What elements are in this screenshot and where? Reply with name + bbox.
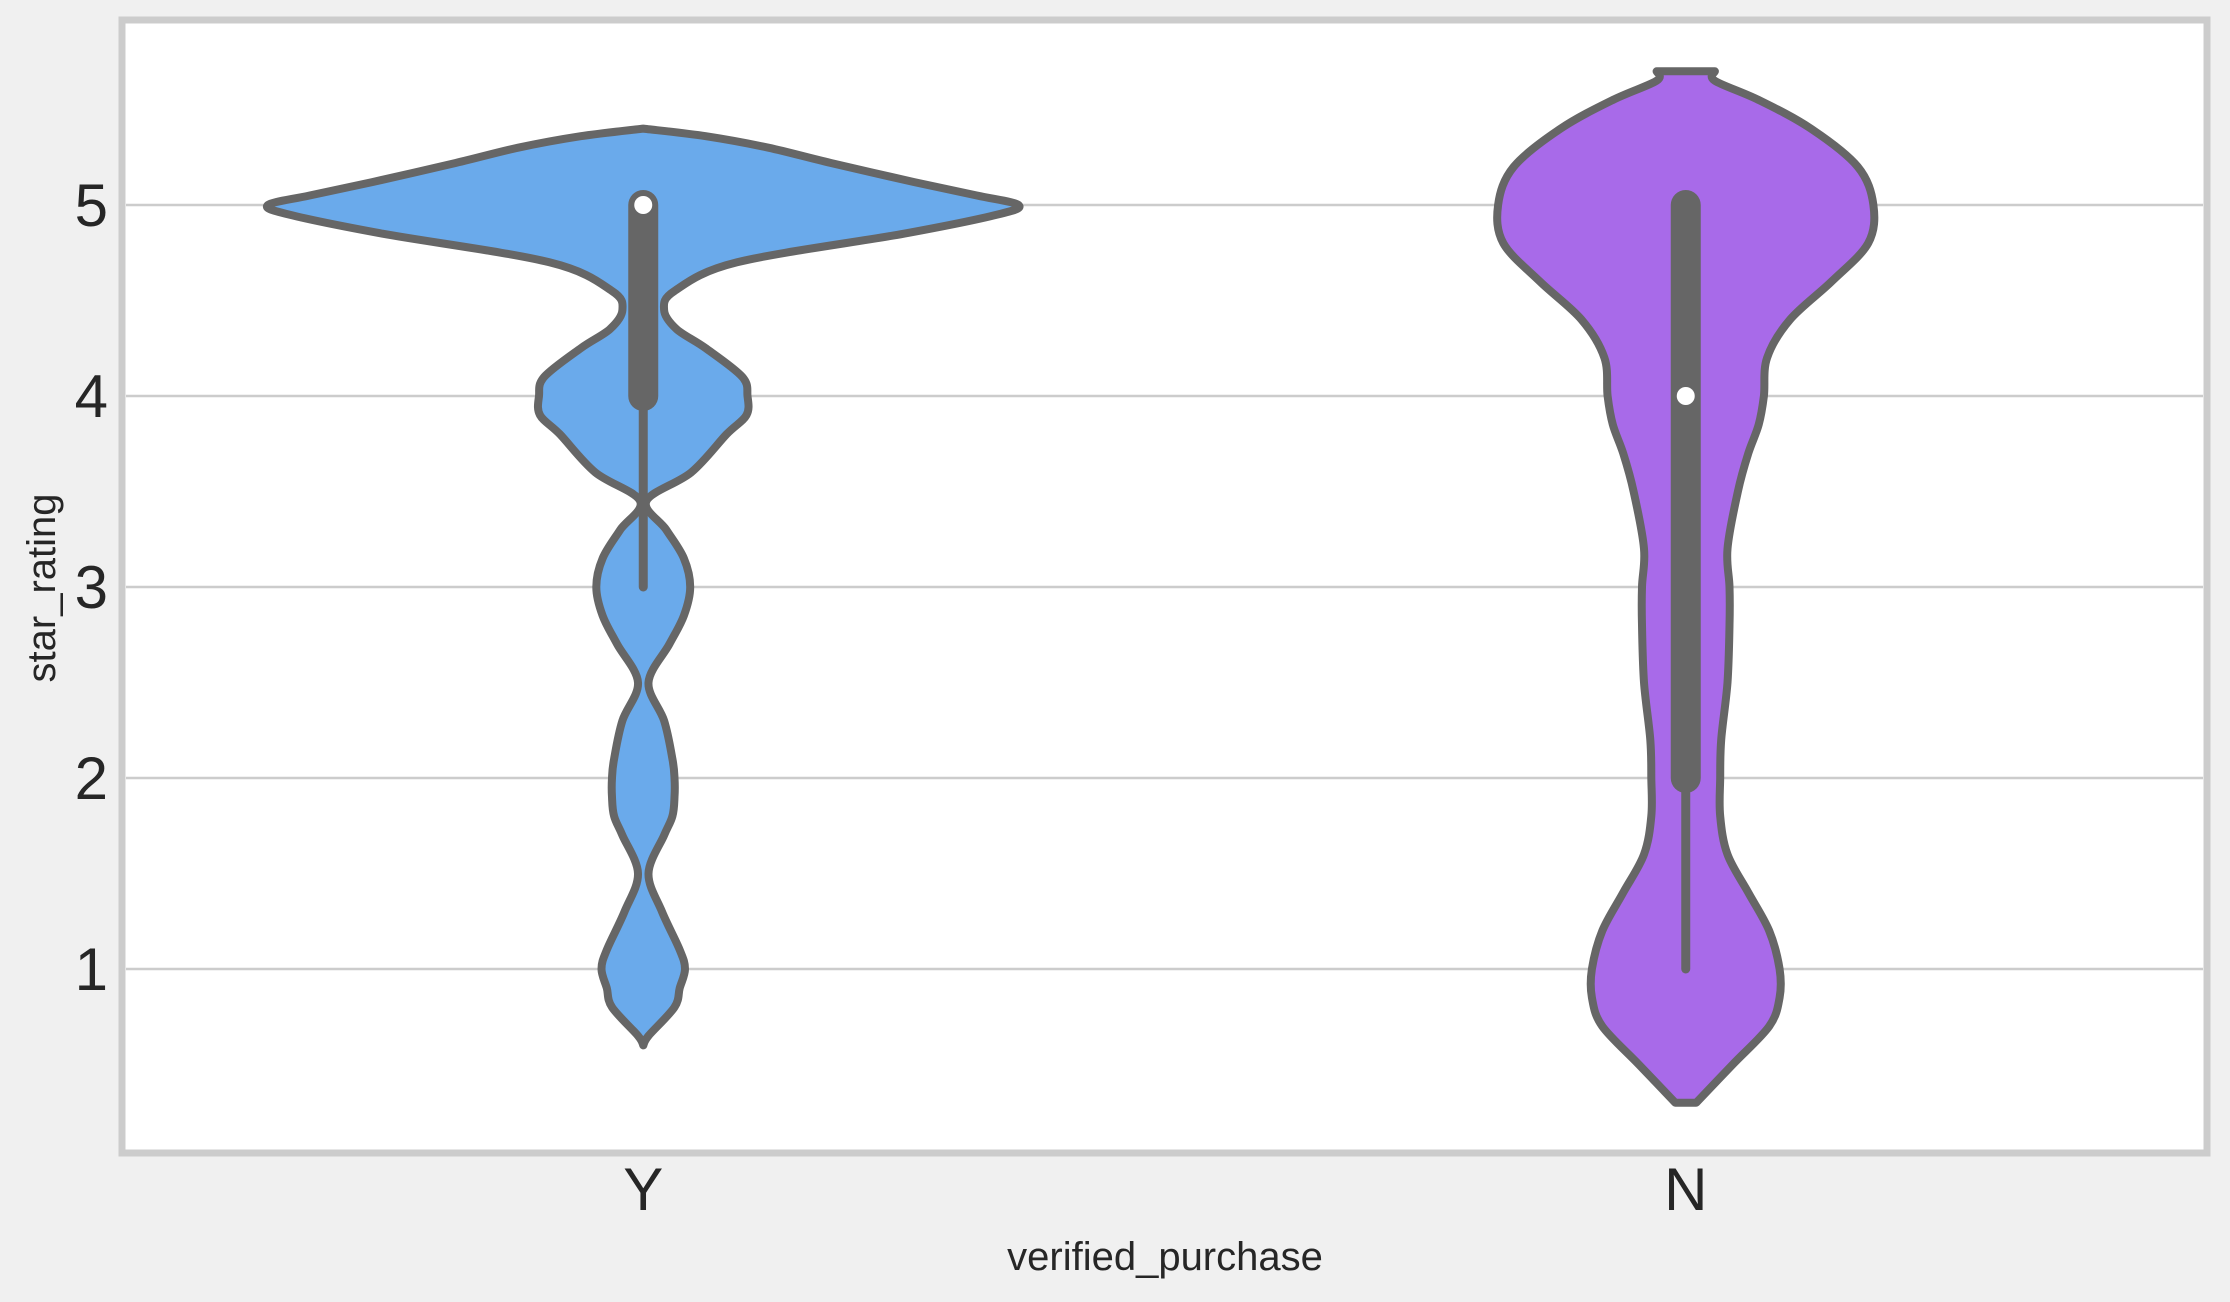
y-tick-label-5: 5 bbox=[75, 172, 108, 239]
y-axis-label: star_rating bbox=[20, 494, 64, 683]
violin-y bbox=[263, 124, 1024, 1050]
y-tick-label-2: 2 bbox=[75, 745, 108, 812]
x-tick-label-y: Y bbox=[623, 1156, 663, 1223]
x-axis-label: verified_purchase bbox=[1007, 1235, 1323, 1279]
y-tick-label-3: 3 bbox=[75, 554, 108, 621]
y-tick-label-1: 1 bbox=[75, 936, 108, 1003]
median-marker-n bbox=[1676, 387, 1695, 405]
median-marker-y bbox=[634, 196, 653, 214]
y-axis-ticks: 1 2 3 4 5 bbox=[75, 172, 108, 1003]
violins bbox=[263, 67, 1879, 1107]
violin-n bbox=[1493, 67, 1879, 1107]
x-tick-label-n: N bbox=[1664, 1156, 1707, 1223]
y-tick-label-4: 4 bbox=[75, 363, 108, 430]
